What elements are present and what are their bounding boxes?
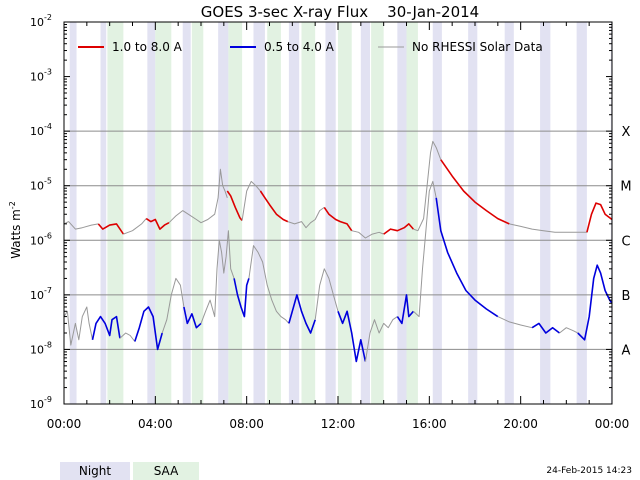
flare-class-label-b: B xyxy=(622,289,631,304)
short-channel-blue-segment xyxy=(134,306,163,351)
short-channel-gray-segment xyxy=(119,332,136,342)
long-channel-gray-segment xyxy=(63,221,99,230)
long-channel-red-segment xyxy=(259,190,289,223)
long-channel-gray-segment xyxy=(168,168,228,224)
night-band xyxy=(432,22,442,404)
short-channel-blue-segment xyxy=(337,310,367,363)
night-band xyxy=(147,22,156,404)
night-band xyxy=(325,22,336,404)
short-channel-gray-segment xyxy=(200,230,235,324)
short-channel-gray-segment xyxy=(161,277,185,334)
saa-legend-swatch: SAA xyxy=(133,462,199,480)
long-channel-gray-segment xyxy=(351,230,384,239)
legend-label-1-0-to-8-0-a: 1.0 to 8.0 A xyxy=(112,40,183,54)
long-channel-red-segment xyxy=(97,223,125,235)
legend: 1.0 to 8.0 A 0.5 to 4.0 A No RHESSI Solar … xyxy=(78,40,543,54)
flare-class-label-m: M xyxy=(620,180,631,195)
x-tick-label: 04:00 xyxy=(138,417,173,431)
long-channel-red-segment xyxy=(440,159,510,225)
y-tick-label: 10-5 xyxy=(30,177,52,193)
x-tick-label: 00:00 xyxy=(595,417,630,431)
y-axis-label: Watts m-2 xyxy=(8,201,23,259)
saa-band xyxy=(191,22,204,404)
x-tick-label: 20:00 xyxy=(503,417,538,431)
long-channel-red-segment xyxy=(323,206,353,232)
long-channel-gray-segment xyxy=(241,180,261,221)
legend-label-0-5-to-4-0-a: 0.5 to 4.0 A xyxy=(264,40,335,54)
night-band xyxy=(253,22,265,404)
long-channel-gray-segment xyxy=(123,218,147,235)
night-saa-bands xyxy=(69,22,612,404)
night-band xyxy=(610,22,612,404)
long-channel-red-segment xyxy=(145,217,170,230)
short-channel-gray-segment xyxy=(413,180,437,318)
legend-label-no-rhessi-solar-data: No RHESSI Solar Data xyxy=(412,40,543,54)
long-channel-gray-segment xyxy=(287,206,325,229)
short-channel-blue-segment xyxy=(577,264,613,341)
axes: 10-2 10-3 10-4 10-5 10-6 10-7 10-8 10-9 00:00 04:… xyxy=(30,13,632,431)
short-channel-gray-segment xyxy=(497,316,533,329)
x-tick-label: 12:00 xyxy=(321,417,356,431)
x-tick-label: 16:00 xyxy=(412,417,447,431)
short-channel-blue-segment xyxy=(183,306,202,329)
night-band xyxy=(540,22,551,404)
short-channel-gray-segment xyxy=(248,245,290,324)
short-channel-blue-segment xyxy=(91,315,121,340)
long-channel-gray-segment xyxy=(509,223,587,233)
short-channel-gray-segment xyxy=(63,306,93,346)
night-band xyxy=(288,22,300,404)
long-channel-red-segment xyxy=(226,190,243,221)
generation-timestamp: 24-Feb-2015 14:23 xyxy=(546,466,632,476)
y-tick-label: 10-2 xyxy=(30,13,52,29)
gridlines xyxy=(64,130,612,350)
x-tick-label: 00:00 xyxy=(47,417,82,431)
short-channel-blue-segment xyxy=(396,294,415,325)
saa-legend-label: SAA xyxy=(153,464,179,478)
short-channel-gray-segment xyxy=(314,268,339,320)
night-band xyxy=(360,22,370,404)
long-channel-red-segment xyxy=(383,223,414,235)
y-tick-label: 10-6 xyxy=(30,231,52,247)
night-band xyxy=(100,22,107,404)
short-channel-blue-segment xyxy=(435,197,499,318)
saa-band xyxy=(228,22,243,404)
y-tick-label: 10-4 xyxy=(30,122,52,138)
short-channel-gray-segment xyxy=(364,316,398,362)
saa-band xyxy=(107,22,124,404)
data-series xyxy=(63,140,613,363)
night-band xyxy=(69,22,77,404)
short-channel-blue-segment xyxy=(288,294,316,334)
y-tick-label: 10-3 xyxy=(30,68,52,84)
night-legend-swatch: Night xyxy=(60,462,130,480)
flare-class-label-x: X xyxy=(622,125,631,140)
saa-band xyxy=(406,22,418,404)
night-band xyxy=(218,22,229,404)
flare-class-label-c: C xyxy=(621,234,630,249)
night-band xyxy=(468,22,478,404)
long-channel-red-segment xyxy=(586,202,613,233)
short-channel-gray-segment xyxy=(559,327,579,334)
night-legend-label: Night xyxy=(78,464,112,478)
saa-band xyxy=(371,22,384,404)
long-channel-gray-segment xyxy=(413,140,442,232)
saa-band xyxy=(155,22,172,404)
y-tick-label: 10-8 xyxy=(30,340,52,356)
night-band xyxy=(397,22,407,404)
y-tick-label: 10-9 xyxy=(30,395,52,411)
saa-band xyxy=(338,22,352,404)
saa-band xyxy=(301,22,316,404)
short-channel-blue-segment xyxy=(531,322,560,334)
y-tick-label: 10-7 xyxy=(30,286,52,302)
night-band xyxy=(504,22,514,404)
saa-band xyxy=(267,22,281,404)
x-tick-label: 08:00 xyxy=(229,417,264,431)
flare-class-label-a: A xyxy=(622,343,631,358)
chart-title: GOES 3-sec X-ray Flux 30-Jan-2014 xyxy=(201,3,479,21)
night-band xyxy=(576,22,587,404)
short-channel-blue-segment xyxy=(233,278,250,318)
